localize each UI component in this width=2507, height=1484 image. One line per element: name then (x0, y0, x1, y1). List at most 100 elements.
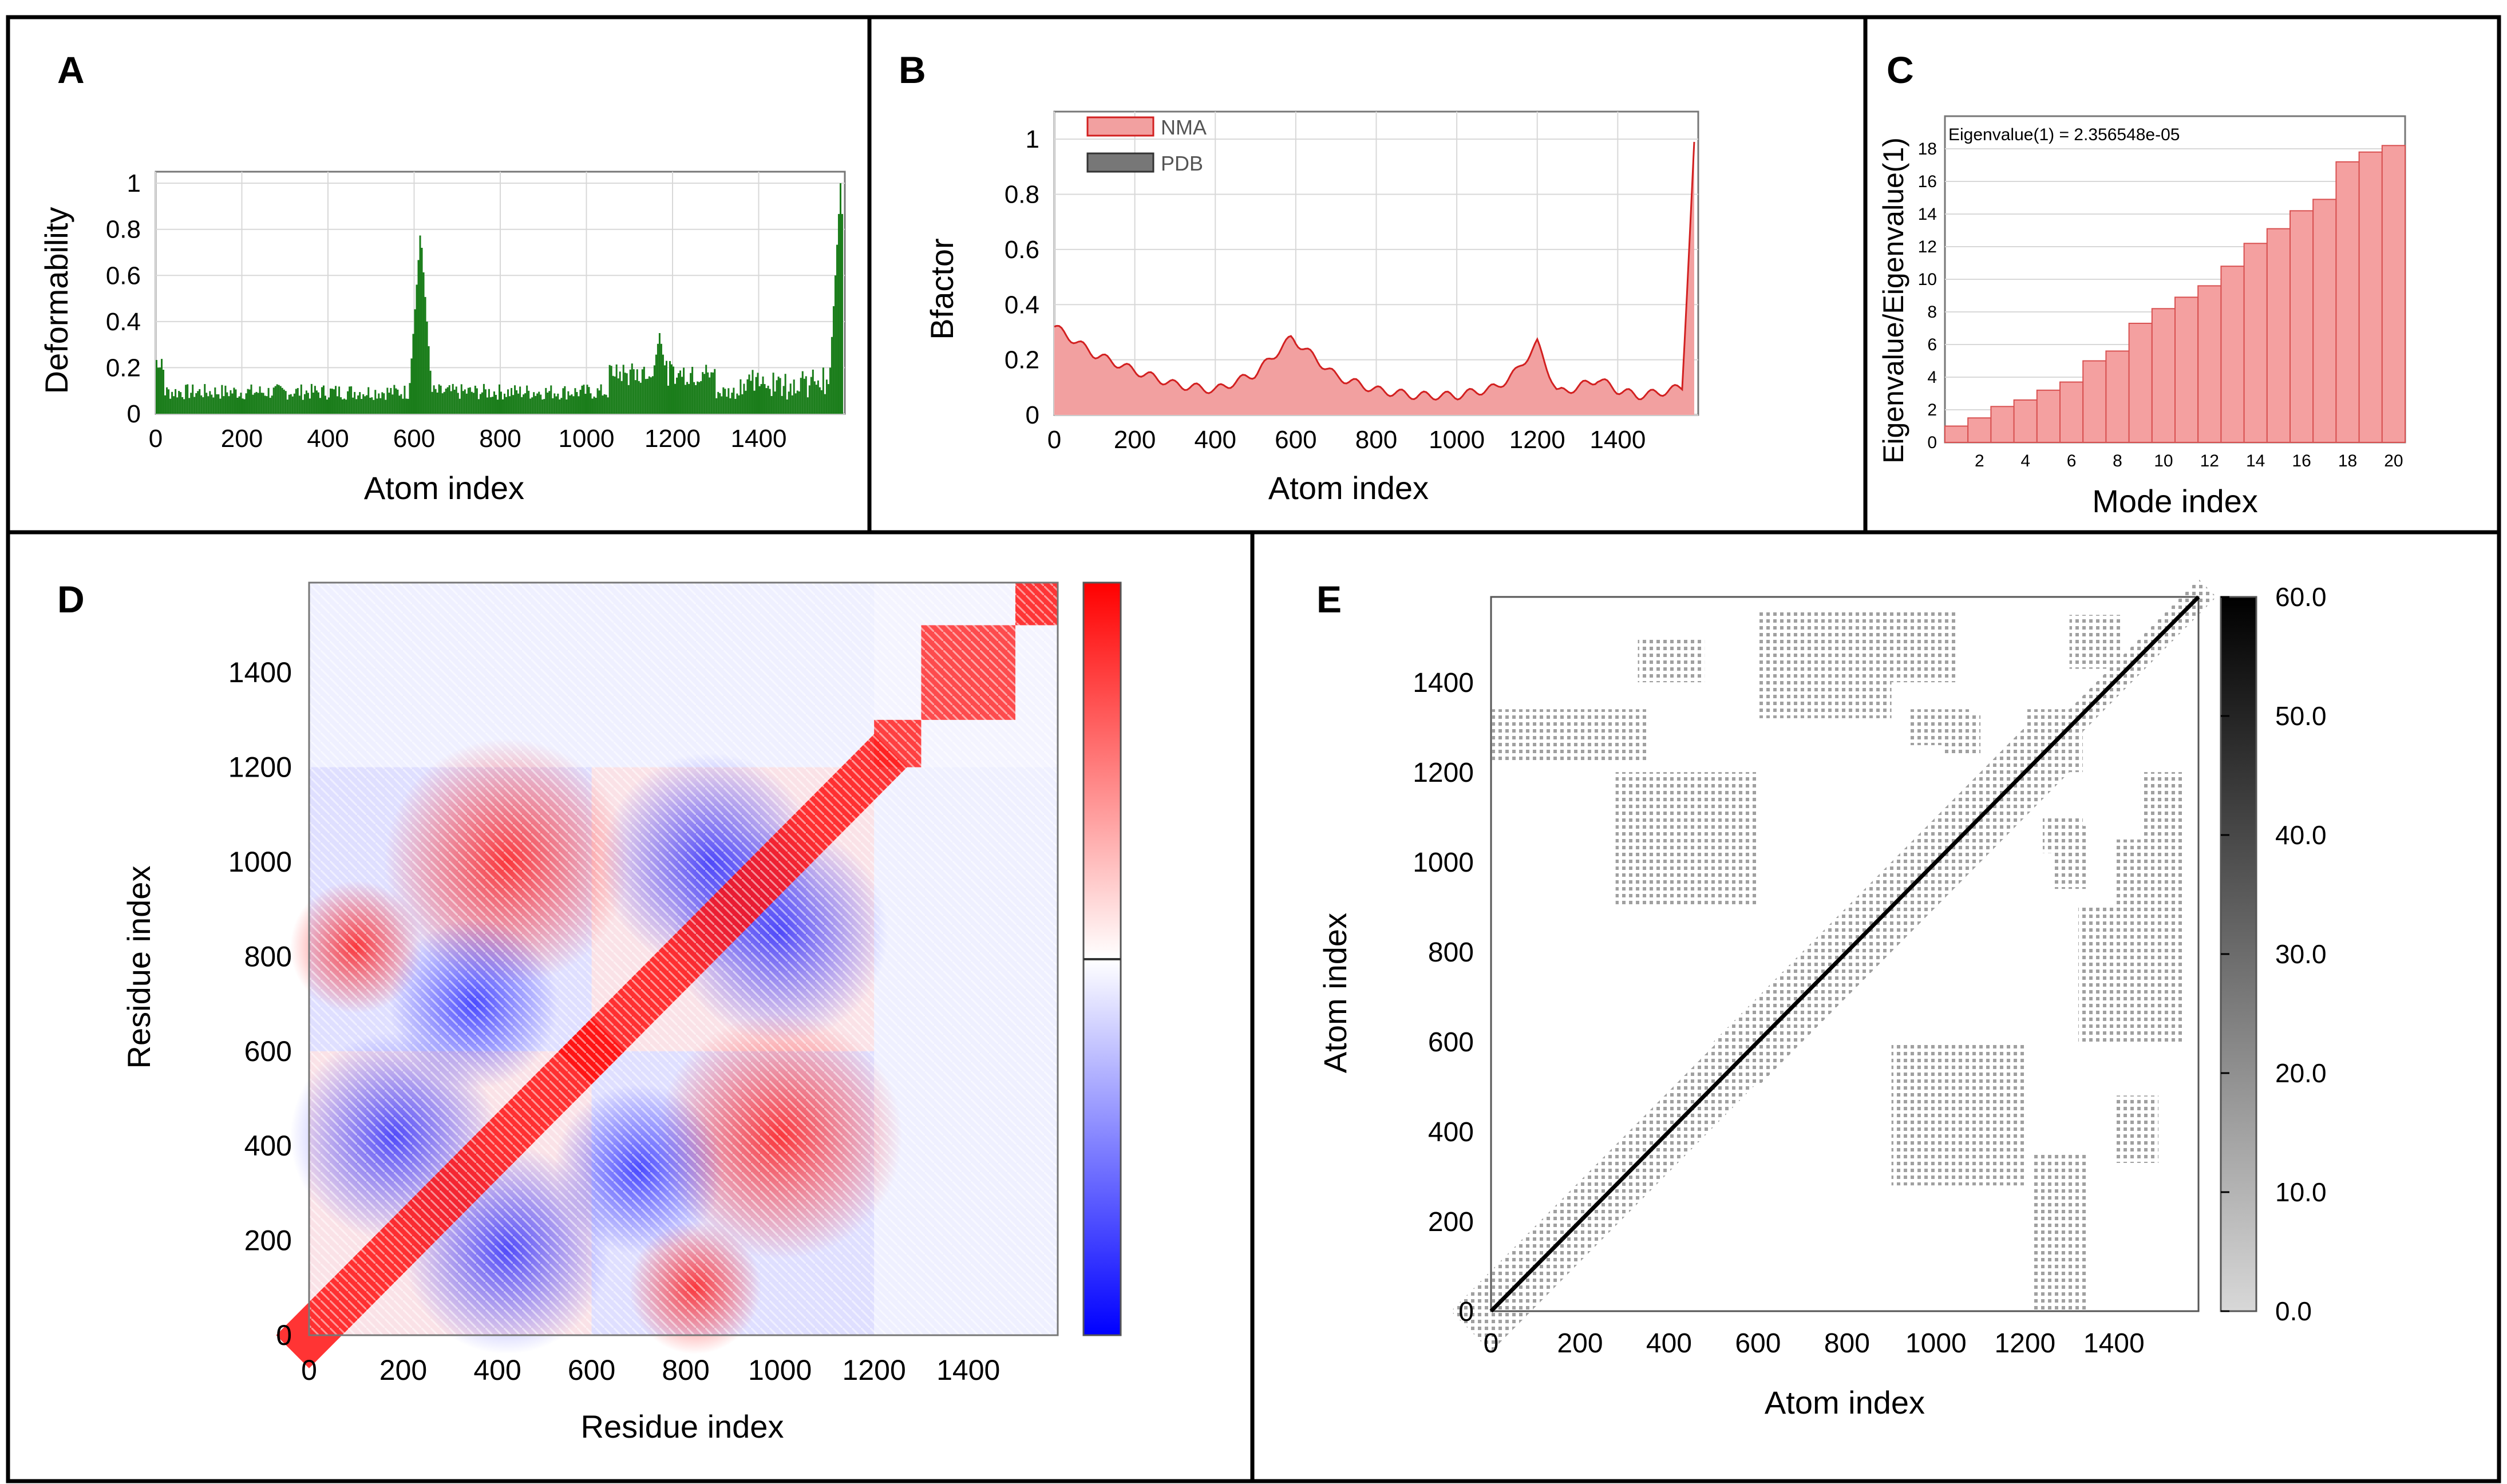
panel-e-colorbar-label: 50.0 (2275, 701, 2327, 731)
panel-c-xtick-label: 18 (2338, 452, 2357, 470)
panel-e-xtick-label: 400 (1646, 1328, 1692, 1359)
panel-c-xtick-label: 12 (2200, 452, 2219, 470)
panel-e-xtick-label: 1200 (1994, 1328, 2055, 1359)
legend-swatch-pdb (1086, 152, 1154, 173)
panel-a-xtick-label: 1000 (559, 425, 615, 453)
panel-c-chart: 2 4 6 8 10 12 14 16 18 20 0 2 4 6 8 10 12 14 16 18 Eigenva… (1877, 115, 2406, 519)
contact-block (2042, 817, 2083, 853)
panel-e-colorbar-label: 0.0 (2275, 1296, 2312, 1326)
panel-e-ytick-label: 600 (1428, 1027, 1474, 1058)
panel-e-ytick-label: 800 (1428, 937, 1474, 968)
eigen-bar (2197, 285, 2222, 443)
eigen-bar (2335, 161, 2360, 443)
panel-e-ytick-label: 1400 (1413, 668, 1474, 698)
panel-b-xlabel: Atom index (1268, 470, 1429, 506)
panel-b-ytick-label: 0.8 (1005, 181, 1039, 209)
eigen-bar (2036, 389, 2061, 443)
panel-e-chart: 0 200 400 600 800 1000 1200 1400 0 200 400 600 800 1… (1317, 579, 2327, 1420)
panel-letter-a: A (57, 49, 85, 91)
panel-a-xtick-label: 1400 (731, 425, 787, 453)
panel-c-xtick-label: 20 (2384, 452, 2403, 470)
eigen-bar (2174, 296, 2199, 443)
eigen-bar (2059, 381, 2084, 443)
panel-e-ylabel: Atom index (1317, 913, 1353, 1073)
panel-d-ylabel: Residue index (121, 866, 157, 1069)
panel-c-ytick-label: 12 (1918, 238, 1937, 256)
panel-c-annotation: Eigenvalue(1) = 2.356548e-05 (1948, 125, 2180, 144)
panel-e-ytick-label: 200 (1428, 1207, 1474, 1237)
panel-a-xtick-label: 800 (479, 425, 521, 453)
panel-c-ytick-label: 8 (1927, 303, 1937, 322)
panel-c-xlabel: Mode index (2092, 483, 2258, 519)
eigen-bar (2128, 322, 2153, 444)
legend-label-pdb: PDB (1161, 152, 1203, 175)
panel-e-ytick-label: 1200 (1413, 758, 1474, 788)
panel-b-ytick-label: 0 (1026, 401, 1039, 429)
panel-c-ytick-label: 14 (1918, 205, 1937, 224)
panel-c-ytick-label: 0 (1927, 433, 1937, 452)
panel-b-chart: 0 200 400 600 800 1000 1200 1400 0 0.2 0.4 0.6 0.8 1… (924, 110, 1699, 506)
contact-block (1491, 709, 1647, 763)
panel-letter-e: E (1316, 578, 1342, 620)
contact-block (2078, 907, 2128, 1042)
eigen-bar (2082, 360, 2107, 443)
panel-d-chart: 0 200 400 600 800 1000 1200 1400 0 200 400 600 800 1… (121, 581, 1122, 1445)
nma-line (1054, 141, 1695, 401)
panel-d-ytick-label: 1200 (228, 751, 292, 783)
panel-e-xlabel: Atom index (1765, 1384, 1925, 1420)
panel-b-ytick-label: 0.2 (1005, 346, 1039, 374)
panel-e-ytick-label: 0 (1458, 1297, 1474, 1327)
panel-c-ytick-label: 16 (1918, 172, 1937, 191)
panel-d-ytick-label: 1400 (228, 656, 292, 688)
panel-b-ytick-label: 0.6 (1005, 236, 1039, 264)
panel-e-colorbar-label: 10.0 (2275, 1177, 2327, 1207)
panel-d-ytick-label: 1000 (228, 846, 292, 878)
panel-a-ylabel: Deformability (38, 207, 74, 394)
panel-letter-b: B (899, 49, 926, 91)
panel-a-xtick-label: 200 (221, 425, 263, 453)
panel-a-chart: 0 200 400 600 800 1000 1200 1400 0 0.2 0.4 0.6 0.8 1… (38, 169, 846, 506)
panel-d-xtick-label: 600 (568, 1354, 615, 1386)
panel-e-xtick-label: 800 (1824, 1328, 1870, 1359)
panel-c-xtick-label: 6 (2067, 452, 2077, 470)
panel-a-ytick-label: 0.4 (106, 308, 141, 336)
panel-c-xtick-label: 8 (2113, 452, 2122, 470)
panel-d-xtick-label: 0 (301, 1354, 317, 1386)
eigen-bar (1967, 417, 1992, 443)
eigen-bar (2358, 151, 2383, 443)
panel-a-ytick-label: 1 (127, 169, 141, 197)
panel-d-xtick-label: 400 (473, 1354, 521, 1386)
panel-b-ytick-label: 1 (1026, 125, 1039, 153)
panel-c-xtick-label: 2 (1975, 452, 1984, 470)
panel-d-xtick-label: 1200 (843, 1354, 906, 1386)
eigen-bar (2312, 199, 2337, 443)
eigen-bar (2243, 243, 2268, 443)
panel-letter-d: D (57, 578, 85, 620)
panel-a-ytick-label: 0.8 (106, 216, 141, 244)
panel-e-xtick-label: 200 (1557, 1328, 1603, 1359)
panel-b-xtick-label: 200 (1114, 426, 1156, 454)
panel-c-ytick-label: 18 (1918, 140, 1937, 159)
panel-a-xtick-label: 600 (393, 425, 435, 453)
panel-e-xtick-label: 0 (1484, 1328, 1499, 1359)
eigen-bar (2381, 145, 2406, 444)
panel-d-xlabel: Residue index (581, 1408, 784, 1445)
panel-c-ytick-label: 4 (1927, 368, 1937, 387)
panel-a-ytick-label: 0.6 (106, 262, 141, 290)
panel-frame-e (1250, 530, 2501, 1483)
panel-d-xtick-label: 200 (379, 1354, 427, 1386)
panel-e-ytick-label: 400 (1428, 1117, 1474, 1147)
panel-d-ytick-label: 600 (244, 1035, 292, 1067)
heatmap-texture (309, 583, 1058, 1335)
panel-b-ytick-label: 0.4 (1005, 291, 1039, 319)
panel-c-xtick-label: 16 (2292, 452, 2311, 470)
panel-e-diagonal (1489, 595, 2200, 1313)
contact-block (1615, 772, 1758, 907)
panel-d-heatmap (276, 583, 1058, 1368)
panel-a-xtick-label: 0 (149, 425, 163, 453)
panel-d-ytick-label: 400 (244, 1130, 292, 1162)
panel-e-xtick-label: 1000 (1905, 1328, 1967, 1359)
panel-b-ylabel: Bfactor (924, 238, 960, 339)
panel-e-ytick-label: 1000 (1413, 848, 1474, 878)
